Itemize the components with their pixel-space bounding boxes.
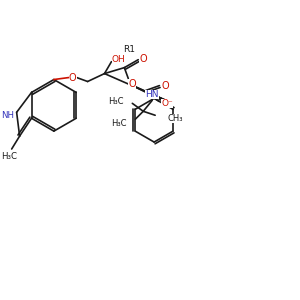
Text: OH: OH xyxy=(112,55,125,64)
Text: O⁻: O⁻ xyxy=(161,99,173,108)
Text: NH: NH xyxy=(1,111,14,120)
Text: O: O xyxy=(140,54,147,64)
Text: CH₃: CH₃ xyxy=(167,114,183,123)
Text: HN: HN xyxy=(146,90,159,99)
Text: H₃C: H₃C xyxy=(111,119,126,128)
Text: O: O xyxy=(69,73,76,82)
Text: R1: R1 xyxy=(123,45,135,54)
Text: O: O xyxy=(128,79,136,88)
Text: H₃C: H₃C xyxy=(1,152,17,161)
Text: O: O xyxy=(161,82,169,92)
Text: H₃C: H₃C xyxy=(108,97,123,106)
